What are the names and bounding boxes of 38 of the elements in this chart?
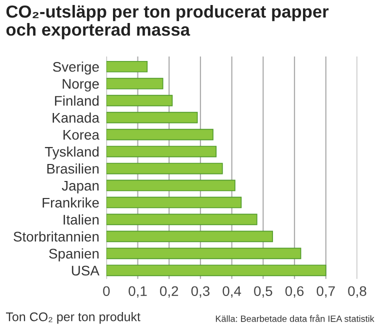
x-axis-title: Ton CO₂ per ton produkt bbox=[6, 312, 140, 324]
x-tick-label: 0,7 bbox=[316, 286, 335, 298]
bar bbox=[106, 60, 148, 72]
bar bbox=[106, 94, 173, 106]
bar bbox=[106, 264, 326, 276]
bar bbox=[106, 78, 164, 90]
y-tick-label: Italien bbox=[64, 214, 99, 225]
x-tick-label: 0,5 bbox=[254, 286, 272, 298]
bar bbox=[106, 248, 302, 260]
x-tick-label: 0,3 bbox=[191, 286, 210, 298]
bar bbox=[106, 230, 273, 242]
y-tick-label: Sverige bbox=[52, 62, 99, 75]
x-tick-label: 0,8 bbox=[348, 286, 366, 298]
y-tick-label: Norge bbox=[62, 79, 99, 92]
x-tick-label: 0,1 bbox=[128, 286, 147, 298]
y-tick-label: USA bbox=[72, 266, 100, 276]
y-tick-label: Tyskland bbox=[44, 146, 99, 160]
bar bbox=[106, 112, 198, 124]
x-tick-label: 0,6 bbox=[285, 286, 304, 298]
bar bbox=[106, 214, 258, 226]
bar bbox=[106, 162, 223, 174]
bar bbox=[106, 180, 236, 192]
y-tick-label: Japan bbox=[62, 180, 99, 194]
x-tick-label: 0,2 bbox=[160, 286, 178, 298]
x-tick-label: 0 bbox=[103, 286, 110, 296]
x-tick-label: 0,4 bbox=[222, 286, 242, 298]
y-tick-label: Korea bbox=[64, 130, 100, 140]
bar bbox=[106, 196, 242, 208]
y-tick-label: Kanada bbox=[52, 112, 100, 123]
text: Källa: Bearbetade data från IEA statistik bbox=[216, 314, 374, 322]
y-tick-label: Finland bbox=[55, 96, 99, 106]
y-tick-label: Spanien bbox=[49, 248, 99, 262]
y-tick-label: Storbritannien bbox=[14, 231, 99, 242]
chart-title: CO₂-utsläpp per ton producerat papper och exporterad massa bbox=[6, 4, 329, 40]
bar bbox=[106, 128, 214, 140]
y-tick-label: Brasilien bbox=[47, 163, 99, 174]
y-tick-label: Frankrike bbox=[42, 197, 99, 208]
bar bbox=[106, 146, 217, 158]
